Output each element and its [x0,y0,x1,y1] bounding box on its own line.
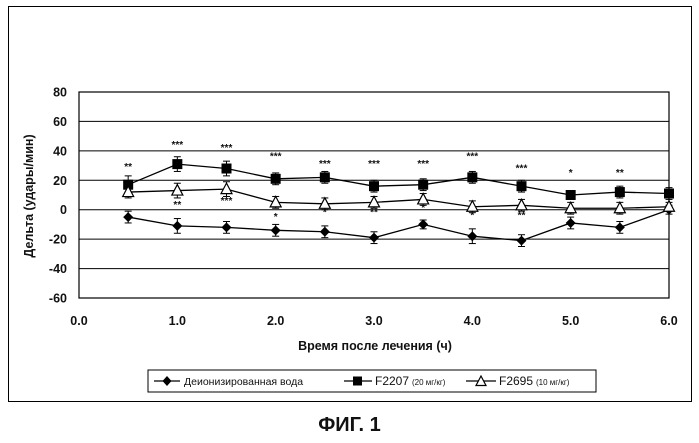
data-point-square [615,187,625,197]
x-tick-label: 4.0 [464,314,481,328]
legend-square-icon [353,377,362,386]
significance-mark: *** [171,140,183,151]
data-point-square [664,189,674,199]
significance-mark: * [569,168,573,179]
data-point-square [566,190,576,200]
significance-mark: ** [173,200,181,211]
significance-mark: *** [270,152,282,163]
y-tick-label: -20 [49,233,67,247]
data-point-square [517,181,527,191]
significance-mark: *** [221,143,233,154]
x-axis-title: Время после лечения (ч) [298,339,452,353]
significance-mark: *** [466,152,478,163]
data-point-square [418,180,428,190]
y-tick-label: 40 [53,144,67,158]
y-tick-label: 80 [53,86,67,100]
figure-caption: ФИГ. 1 [0,414,699,437]
significance-mark: *** [417,159,429,170]
x-tick-label: 3.0 [365,314,382,328]
y-tick-label: -40 [49,262,67,276]
x-tick-label: 6.0 [660,314,677,328]
significance-mark: ** [370,208,378,219]
legend-name-f2207: F2207 [375,374,409,388]
y-tick-label: 20 [53,174,67,188]
x-tick-label: 0.0 [70,314,87,328]
y-tick-label: 60 [53,115,67,129]
x-tick-label: 1.0 [169,314,186,328]
significance-mark: * [470,211,474,222]
data-point-square [172,159,182,169]
x-tick-label: 5.0 [562,314,579,328]
significance-mark: * [323,208,327,219]
data-point-square [369,181,379,191]
legend-label-water: Деионизированная вода [184,376,303,388]
significance-mark: *** [319,159,331,170]
legend-name-f2695: F2695 [499,374,533,388]
significance-mark: *** [516,163,528,174]
data-point-square [467,172,477,182]
data-point-square [271,174,281,184]
data-point-square [320,172,330,182]
significance-mark: ** [616,168,624,179]
significance-mark: *** [221,196,233,207]
y-tick-label: -60 [49,292,67,306]
legend-dose-f2695: (10 мг/кг) [536,378,570,387]
legend: Деионизированная вода F2207 (20 мг/кг) F… [148,370,596,392]
y-tick-label: 0 [60,203,67,217]
significance-mark: * [421,203,425,214]
legend-dose-f2207: (20 мг/кг) [412,378,446,387]
y-axis-title: Дельта (удары/мин) [22,134,36,257]
significance-mark: ** [518,211,526,222]
significance-mark: * [274,212,278,223]
significance-mark: ** [124,162,132,173]
x-tick-label: 2.0 [267,314,284,328]
significance-mark: *** [368,159,380,170]
data-point-square [222,164,232,174]
